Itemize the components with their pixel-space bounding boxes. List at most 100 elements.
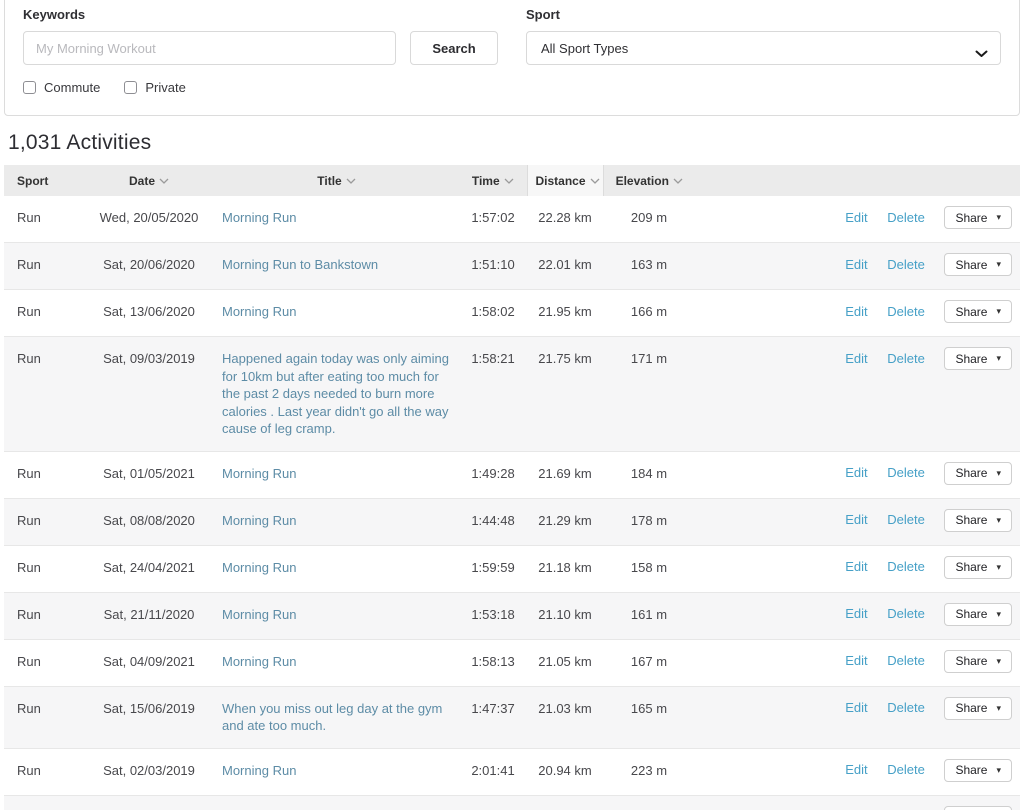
- sport-select[interactable]: All Sport Types: [526, 31, 1001, 65]
- share-button[interactable]: Share ▾: [944, 602, 1012, 626]
- date-cell: Wed, 20/05/2020: [99, 210, 199, 225]
- share-button-label: Share: [955, 351, 988, 366]
- share-button[interactable]: Share ▾: [944, 300, 1012, 323]
- sport-column: Sport All Sport Types: [526, 7, 1001, 95]
- table-row: Run Wed, 20/05/2020 Morning Run 1:57:02 …: [4, 196, 1020, 243]
- column-header-distance[interactable]: Distance: [526, 165, 604, 196]
- distance-cell: 22.28 km: [538, 210, 592, 225]
- column-header-title[interactable]: Title: [214, 165, 459, 196]
- title-cell: When you miss out leg day at the gym and…: [214, 686, 459, 748]
- keywords-input[interactable]: [23, 31, 396, 65]
- share-button[interactable]: Share ▾: [944, 805, 1012, 810]
- time-cell: 1:49:28: [471, 465, 515, 481]
- elevation-header-label: Elevation: [615, 174, 669, 188]
- date-cell: Sat, 24/04/2021: [103, 559, 195, 575]
- caret-down-icon: ▾: [996, 764, 1001, 775]
- delete-link[interactable]: Delete: [887, 350, 925, 366]
- delete-link[interactable]: Delete: [887, 209, 925, 225]
- edit-link[interactable]: Edit: [845, 350, 868, 366]
- date-cell: Sat, 08/08/2020: [103, 512, 195, 528]
- distance-cell: 21.69 km: [538, 465, 592, 481]
- delete-link[interactable]: Delete: [887, 512, 925, 527]
- edit-link[interactable]: Edit: [845, 512, 868, 527]
- edit-link[interactable]: Edit: [845, 762, 868, 777]
- elevation-cell: 166 m: [630, 304, 668, 319]
- elevation-cell: 184 m: [630, 465, 668, 481]
- activity-title-link[interactable]: Happened again today was only aiming for…: [222, 351, 449, 436]
- elevation-cell: 163 m: [630, 257, 668, 272]
- share-button-label: Share: [955, 763, 988, 777]
- search-button[interactable]: Search: [410, 31, 498, 65]
- sport-cell: Run: [17, 700, 41, 716]
- share-button[interactable]: Share ▾: [944, 508, 1012, 532]
- share-button[interactable]: Share ▾: [944, 696, 1012, 720]
- sport-cell: Run: [17, 257, 41, 272]
- delete-link[interactable]: Delete: [887, 303, 925, 319]
- activity-title-link[interactable]: Morning Run to Bankstown: [222, 257, 379, 272]
- column-header-time[interactable]: Time: [459, 165, 527, 196]
- column-header-elevation[interactable]: Elevation: [603, 165, 695, 196]
- share-button-label: Share: [955, 466, 988, 480]
- share-button[interactable]: Share ▾: [944, 555, 1012, 579]
- title-cell: Morning Run: [214, 451, 459, 498]
- title-cell: Morning Run: [214, 290, 459, 337]
- commute-label: Commute: [44, 80, 101, 95]
- caret-down-icon: ▾: [996, 353, 1001, 363]
- private-checkbox[interactable]: [124, 81, 138, 94]
- activity-title-link[interactable]: When you miss out leg day at the gym and…: [222, 700, 443, 734]
- private-checkbox-item: Private: [124, 80, 186, 95]
- activity-title-link[interactable]: Morning Run: [222, 653, 297, 669]
- share-button-label: Share: [955, 210, 988, 225]
- edit-link[interactable]: Edit: [845, 465, 868, 480]
- activity-title-link[interactable]: Morning Run: [222, 762, 297, 778]
- edit-link[interactable]: Edit: [845, 256, 868, 272]
- edit-link[interactable]: Edit: [845, 559, 868, 574]
- share-button[interactable]: Share ▾: [944, 461, 1012, 485]
- time-header-label: Time: [471, 174, 500, 188]
- sport-cell: Run: [17, 512, 41, 528]
- edit-link[interactable]: Edit: [845, 653, 868, 668]
- activity-title-link[interactable]: Morning Run: [222, 606, 297, 622]
- actions-cell: Edit Delete Share ▾: [695, 451, 1020, 498]
- activity-title-link[interactable]: Morning Run: [222, 210, 297, 225]
- activity-title-link[interactable]: Morning Run: [222, 559, 297, 575]
- activity-title-link[interactable]: Morning Run: [222, 465, 297, 481]
- share-button[interactable]: Share ▾: [944, 347, 1012, 370]
- distance-header-label: Distance: [535, 174, 586, 188]
- delete-link[interactable]: Delete: [887, 606, 925, 621]
- table-header-row: Sport Date Title Time Distance Elevation: [4, 165, 1020, 196]
- delete-link[interactable]: Delete: [887, 762, 925, 777]
- delete-link[interactable]: Delete: [887, 700, 925, 715]
- time-cell: 1:28:09: [459, 795, 527, 810]
- activity-title-link[interactable]: Morning Run: [222, 512, 297, 528]
- caret-down-icon: ▾: [996, 514, 1001, 525]
- delete-link[interactable]: Delete: [887, 559, 925, 574]
- actions-cell: Edit Delete Share ▾: [695, 639, 1020, 686]
- share-button[interactable]: Share ▾: [944, 206, 1012, 229]
- activities-count-heading: 1,031 Activities: [8, 131, 152, 154]
- edit-link[interactable]: Edit: [845, 606, 868, 621]
- column-header-date[interactable]: Date: [84, 165, 214, 196]
- caret-down-icon: ▾: [996, 467, 1001, 478]
- edit-link[interactable]: Edit: [845, 209, 868, 225]
- edit-link[interactable]: Edit: [845, 700, 868, 715]
- column-header-actions: [695, 165, 1020, 196]
- share-button[interactable]: Share ▾: [944, 253, 1012, 276]
- time-cell: 1:44:48: [471, 512, 515, 528]
- caret-down-icon: ▾: [996, 655, 1001, 666]
- sport-cell: Run: [17, 559, 41, 575]
- share-button[interactable]: Share ▾: [944, 649, 1012, 673]
- activity-title-link[interactable]: Morning Run: [222, 304, 297, 319]
- share-button-label: Share: [955, 654, 988, 668]
- commute-checkbox[interactable]: [23, 81, 36, 94]
- delete-link[interactable]: Delete: [887, 256, 925, 272]
- time-cell: 1:59:59: [471, 559, 515, 575]
- table-row: Run Sat, 13/06/2020 Morning Run 1:58:02 …: [4, 289, 1020, 337]
- delete-link[interactable]: Delete: [887, 465, 925, 480]
- delete-link[interactable]: Delete: [887, 653, 925, 668]
- caret-down-icon: ▾: [996, 561, 1001, 572]
- share-button[interactable]: Share ▾: [944, 758, 1012, 782]
- edit-link[interactable]: Edit: [845, 303, 868, 319]
- keywords-label: Keywords: [23, 7, 86, 22]
- actions-cell: Edit Delete Share ▾: [695, 545, 1020, 592]
